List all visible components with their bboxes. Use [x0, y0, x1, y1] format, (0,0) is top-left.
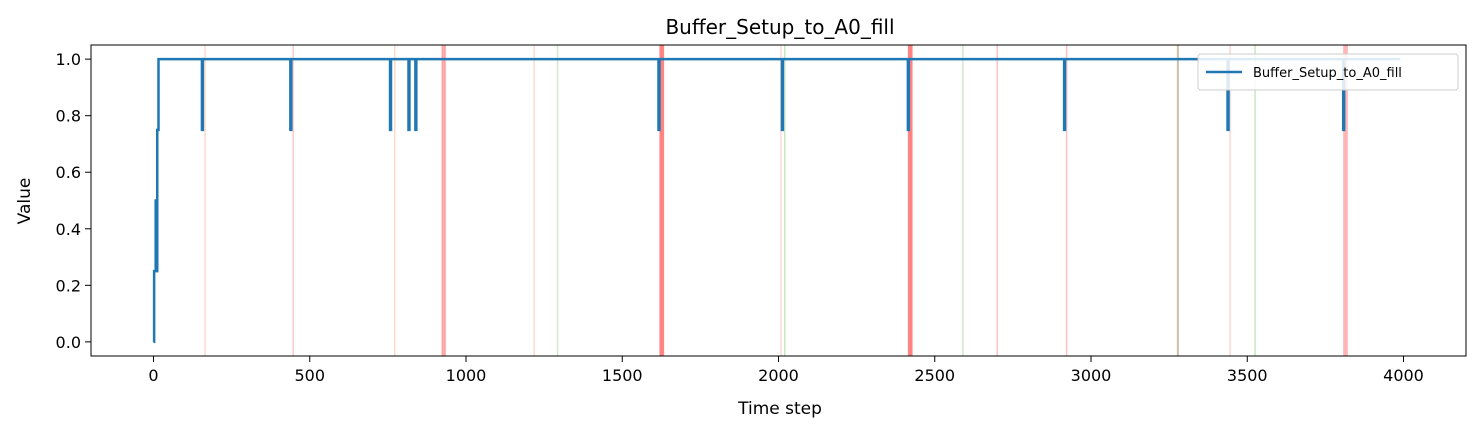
series-layer — [152, 57, 1401, 344]
y-tick-label: 1.0 — [56, 50, 81, 69]
x-tick-label: 1500 — [602, 366, 643, 385]
legend: Buffer_Setup_to_A0_fill — [1197, 53, 1459, 91]
x-tick-label: 2500 — [914, 366, 955, 385]
legend-label: Buffer_Setup_to_A0_fill — [1253, 66, 1402, 81]
legend-box — [1197, 53, 1459, 91]
x-tick-label: 4000 — [1383, 366, 1424, 385]
y-tick-label: 0.6 — [56, 163, 81, 182]
x-axis: 0 500 1000 1500 2000 2500 3000 3500 4000 — [148, 356, 1424, 385]
y-tick-label: 0.0 — [56, 333, 81, 352]
x-tick-label: 0 — [148, 366, 158, 385]
x-tick-label: 2000 — [758, 366, 799, 385]
y-tick-label: 0.4 — [56, 220, 81, 239]
x-axis-label: Time step — [737, 399, 822, 419]
x-tick-label: 500 — [294, 366, 325, 385]
series-line-0 — [152, 57, 1401, 344]
chart-title: Buffer_Setup_to_A0_fill — [665, 15, 894, 39]
y-tick-label: 0.2 — [56, 276, 81, 295]
x-tick-label: 3000 — [1071, 366, 1112, 385]
y-axis-label: Value — [15, 178, 35, 225]
y-tick-label: 0.8 — [56, 107, 81, 126]
y-axis: 0.0 0.2 0.4 0.6 0.8 1.0 — [56, 50, 91, 352]
x-tick-label: 1000 — [446, 366, 487, 385]
x-tick-label: 3500 — [1227, 366, 1268, 385]
